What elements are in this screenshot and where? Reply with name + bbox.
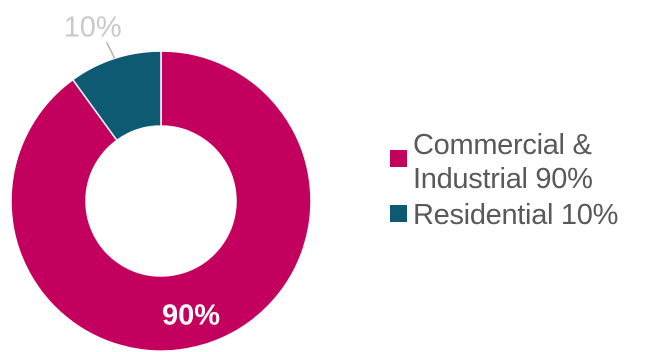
slice-residential bbox=[71, 50, 162, 142]
legend-label-residential: Residential 10% bbox=[413, 199, 619, 231]
slice-commercial-industrial bbox=[10, 50, 312, 352]
legend-label-commercial-industrial: Commercial & Industrial 90% bbox=[413, 129, 593, 195]
data-labels: 90% 10% bbox=[64, 11, 221, 331]
data-label-residential: 10% bbox=[64, 11, 122, 43]
leader-line-residential bbox=[105, 42, 116, 59]
legend-swatch-commercial-industrial bbox=[390, 150, 407, 167]
data-label-commercial-industrial: 90% bbox=[162, 300, 220, 332]
legend-item-commercial-industrial: Commercial & Industrial 90% bbox=[390, 128, 645, 196]
legend-item-residential: Residential 10% bbox=[390, 198, 645, 232]
donut-slices bbox=[10, 50, 312, 352]
legend-swatch-residential bbox=[390, 205, 407, 222]
legend: Commercial & Industrial 90% Residential 1… bbox=[390, 128, 645, 234]
